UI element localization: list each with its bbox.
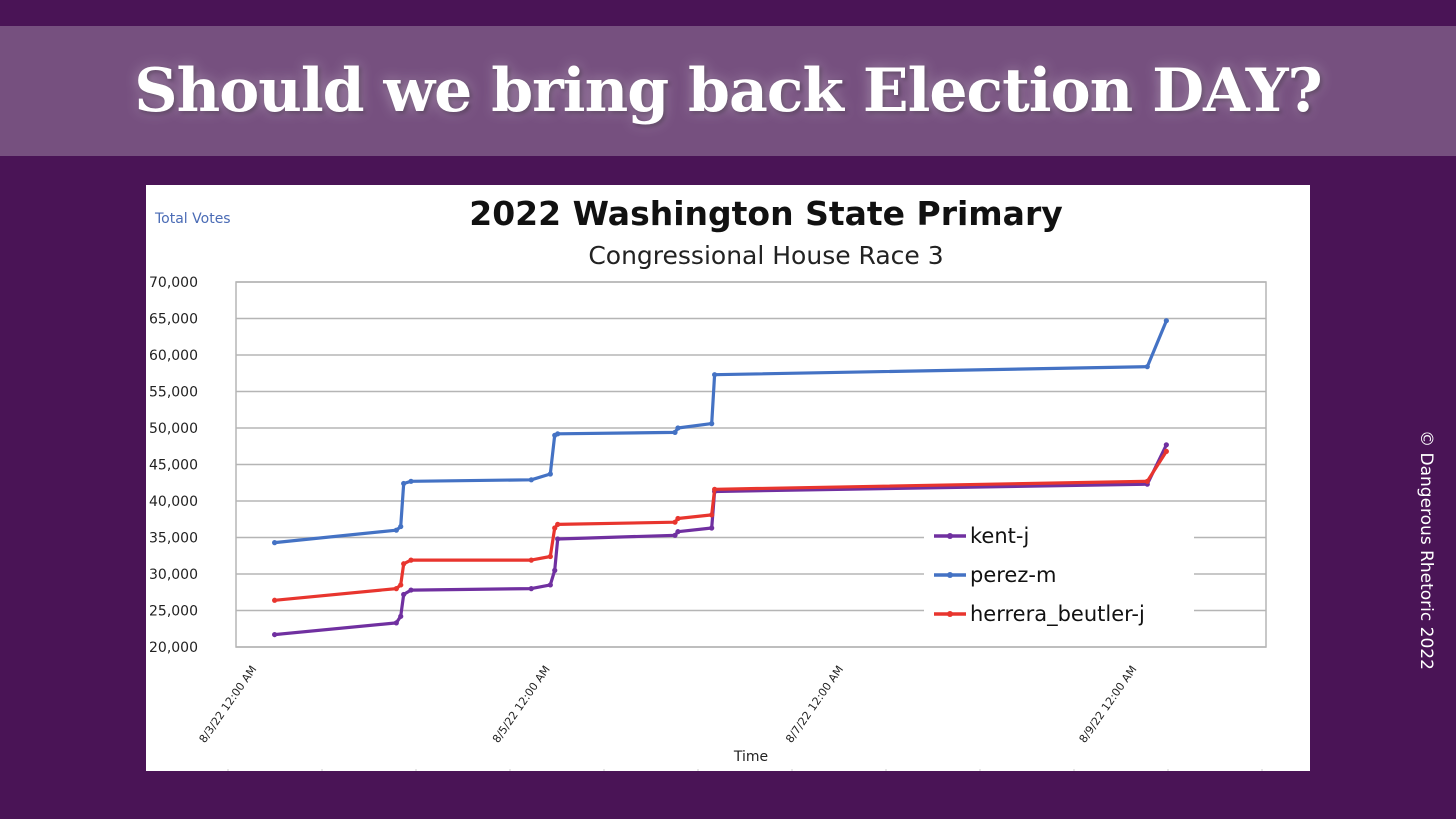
x-tick-label: 8/3/22 12:00 AM xyxy=(197,663,260,745)
data-point-kent-j xyxy=(272,631,278,638)
data-point-kent-j xyxy=(547,582,553,588)
y-tick-label: 50,000 xyxy=(149,421,198,437)
data-point-kent-j xyxy=(672,532,678,538)
chart-title: 2022 Washington State Primary xyxy=(469,194,1062,233)
legend-label: perez-m xyxy=(970,563,1056,587)
data-point-kent-j xyxy=(528,586,534,592)
data-point-perez-m xyxy=(398,523,404,530)
data-point-perez-m xyxy=(709,421,715,427)
data-point-kent-j xyxy=(555,536,561,542)
data-point-herrera_beutler-j xyxy=(1163,448,1169,454)
data-point-kent-j xyxy=(709,525,715,531)
data-point-herrera_beutler-j xyxy=(398,582,404,588)
data-point-kent-j xyxy=(393,620,399,626)
data-point-kent-j xyxy=(401,591,407,598)
data-point-perez-m xyxy=(408,478,414,484)
legend-label: herrera_beutler-j xyxy=(970,602,1145,627)
data-point-perez-m xyxy=(401,480,407,487)
title-banner: Should we bring back Election DAY? xyxy=(0,26,1456,156)
y-tick-label: 55,000 xyxy=(149,385,198,401)
data-point-herrera_beutler-j xyxy=(675,515,681,522)
data-point-perez-m xyxy=(272,540,278,546)
y-tick-label: 60,000 xyxy=(149,348,198,364)
data-point-herrera_beutler-j xyxy=(712,486,718,492)
data-point-kent-j xyxy=(398,613,404,619)
y-tick-label: 25,000 xyxy=(149,604,198,620)
x-tick-label: 8/9/22 12:00 AM xyxy=(1077,663,1140,745)
data-point-herrera_beutler-j xyxy=(709,512,715,518)
y-axis-label: Total Votes xyxy=(154,211,231,227)
data-point-perez-m xyxy=(712,372,718,378)
data-point-herrera_beutler-j xyxy=(272,597,278,603)
copyright-text: © Dangerous Rhetoric 2022 xyxy=(1416,430,1436,670)
data-point-kent-j xyxy=(552,567,558,573)
series-line-perez-m xyxy=(274,320,1168,545)
data-point-herrera_beutler-j xyxy=(528,557,534,563)
y-tick-label: 40,000 xyxy=(149,494,198,510)
line-chart: 2022 Washington State Primary Congressio… xyxy=(149,194,1267,771)
y-tick-label: 70,000 xyxy=(149,275,198,291)
data-point-herrera_beutler-j xyxy=(552,525,558,531)
data-point-perez-m xyxy=(393,527,399,533)
y-tick-label: 65,000 xyxy=(149,312,198,328)
data-point-perez-m xyxy=(675,425,681,431)
x-tick-label: 8/7/22 12:00 AM xyxy=(783,663,846,745)
chart-subtitle: Congressional House Race 3 xyxy=(588,241,943,270)
y-tick-label: 35,000 xyxy=(149,531,198,547)
data-point-perez-m xyxy=(672,429,678,435)
data-point-herrera_beutler-j xyxy=(408,557,414,563)
legend-label: kent-j xyxy=(970,524,1029,548)
data-point-perez-m xyxy=(555,431,561,437)
x-axis-label: Time xyxy=(733,749,768,765)
data-point-herrera_beutler-j xyxy=(672,519,678,525)
data-point-perez-m xyxy=(1163,318,1169,324)
y-tick-label: 45,000 xyxy=(149,458,198,474)
data-point-herrera_beutler-j xyxy=(393,586,399,592)
data-point-kent-j xyxy=(675,529,681,535)
data-point-perez-m xyxy=(528,477,534,483)
x-tick-label: 8/5/22 12:00 AM xyxy=(490,663,553,745)
legend-marker xyxy=(947,611,953,617)
legend-box xyxy=(924,515,1194,635)
legend-marker xyxy=(947,572,953,578)
data-point-perez-m xyxy=(1144,364,1150,370)
y-tick-label: 30,000 xyxy=(149,567,198,583)
data-point-perez-m xyxy=(547,471,553,477)
data-point-kent-j xyxy=(1163,442,1169,448)
data-point-herrera_beutler-j xyxy=(401,561,407,567)
y-tick-label: 20,000 xyxy=(149,640,198,656)
data-point-herrera_beutler-j xyxy=(555,521,561,527)
legend-marker xyxy=(947,533,953,539)
data-point-herrera_beutler-j xyxy=(547,553,553,560)
data-point-kent-j xyxy=(408,587,414,593)
banner-title: Should we bring back Election DAY? xyxy=(134,56,1322,126)
data-point-herrera_beutler-j xyxy=(1144,478,1150,484)
chart-card: 2022 Washington State Primary Congressio… xyxy=(146,185,1310,771)
